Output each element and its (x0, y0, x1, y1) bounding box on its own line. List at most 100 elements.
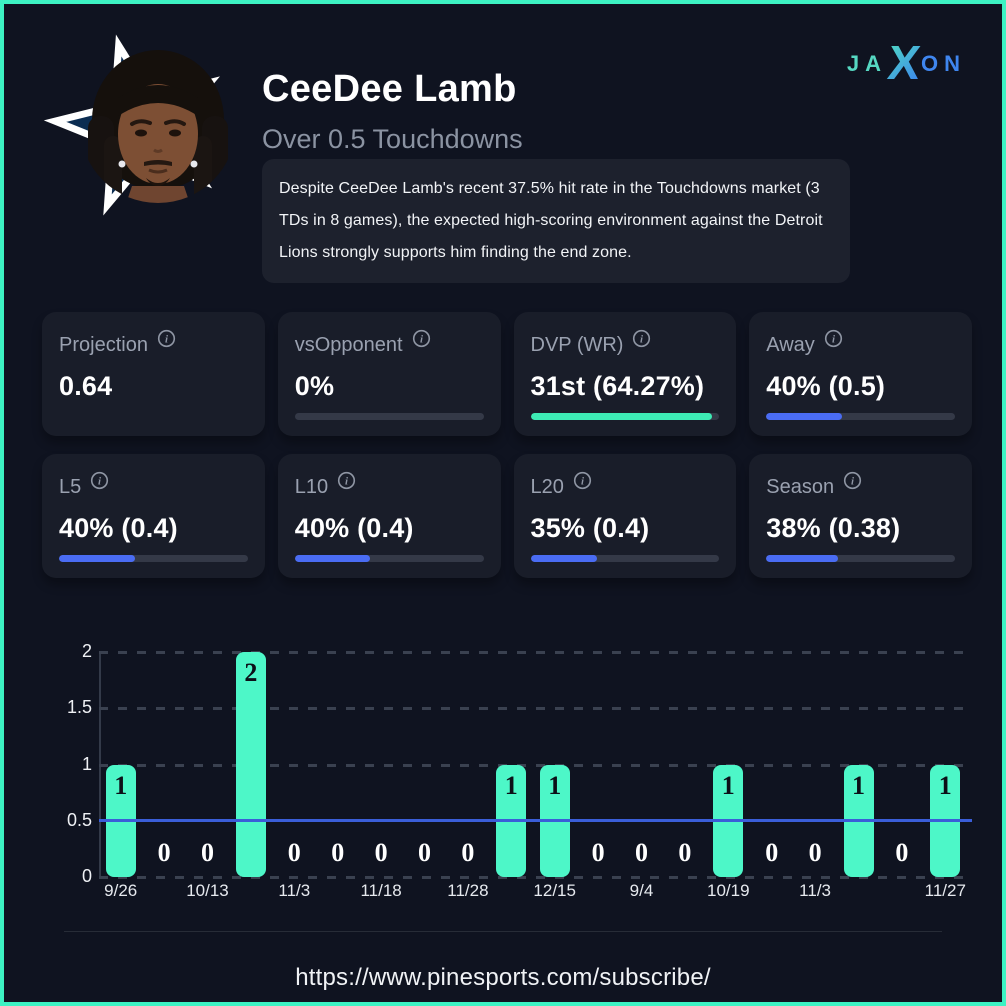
zero-value-label: 0 (331, 838, 345, 867)
svg-text:i: i (165, 333, 168, 345)
bar-value-label: 1 (114, 770, 128, 800)
stat-label-row: vsOpponent i (294, 329, 484, 357)
bar-value-label: 1 (548, 770, 562, 800)
info-icon[interactable]: i (632, 329, 651, 353)
stat-progress-track (294, 413, 484, 420)
y-tick-label: 0 (81, 866, 92, 886)
zero-value-label: 0 (635, 838, 648, 867)
stat-value: 0% (294, 371, 335, 401)
bar-value-label: 1 (504, 770, 518, 800)
stat-card-season: Season i 38% (0.38) (749, 454, 972, 578)
zero-value-label: 0 (374, 838, 388, 867)
stat-label: Projection (59, 334, 148, 356)
player-name: CeeDee Lamb (262, 68, 517, 110)
stat-progress-track (294, 555, 484, 562)
jaxon-logo: JA X ON (847, 37, 966, 90)
bar-value-label: 1 (938, 770, 952, 800)
svg-text:i: i (98, 475, 101, 487)
stat-progress-track (766, 555, 955, 562)
gridline-y-0 (99, 876, 972, 879)
analysis-text: Despite CeeDee Lamb's recent 37.5% hit r… (262, 159, 850, 283)
stat-label-row: L10 i (294, 471, 484, 499)
y-tick-label: 1 (81, 753, 92, 774)
stat-label: Season (766, 476, 835, 498)
prop-line: Over 0.5 Touchdowns (262, 124, 523, 154)
x-tick-label: 9/26 (104, 881, 138, 900)
zero-value-label: 0 (591, 838, 605, 867)
stat-card-l20: L20 i 35% (0.4) (513, 454, 737, 578)
gridline-y-2 (99, 651, 972, 654)
stats-grid: Projection i 0.64 vsOpponent i 0% DVP (WR) i 31s… (42, 312, 972, 578)
stat-card-l5: L5 i 40% (0.4) (42, 454, 265, 578)
x-tick-label: 11/3 (799, 881, 831, 900)
stat-value: 40% (0.5) (766, 371, 886, 401)
x-tick-label: 11/27 (924, 881, 966, 900)
x-tick-label: 10/13 (186, 881, 229, 900)
stat-value: 31st (64.27%) (530, 371, 705, 401)
zero-value-label: 0 (287, 838, 301, 867)
gridline-y-1.5 (99, 707, 972, 711)
chart-bar (235, 652, 266, 877)
bar-value-label: 1 (721, 770, 735, 800)
stat-label-row: L5 i (59, 471, 248, 499)
stat-label: DVP (WR) (530, 334, 624, 356)
subscribe-url[interactable]: https://www.pinesports.com/subscribe/ (295, 964, 711, 991)
info-icon[interactable]: i (412, 329, 431, 353)
stat-value: 40% (0.4) (59, 513, 178, 543)
svg-text:i: i (581, 475, 584, 487)
stat-card-dvp-wr: DVP (WR) i 31st (64.27%) (513, 312, 737, 436)
y-tick-label: 0.5 (66, 809, 92, 830)
bar-value-label: 1 (852, 770, 865, 800)
stat-progress-fill (530, 413, 712, 420)
stat-label-row: Away i (766, 329, 955, 357)
info-icon[interactable]: i (157, 329, 176, 353)
brand-part-on: ON (921, 51, 966, 76)
stat-label-row: L20 i (531, 471, 720, 499)
touchdowns-bar-chart: 0 0.5 1 1.5 2 1 9/26 0 0 10/13 2 0 11/3 0 0 11/18 0 0 11/2… (4, 4, 1002, 1002)
x-tick-label: 9/4 (629, 881, 654, 900)
stat-value: 0.64 (59, 371, 113, 401)
stat-value: 35% (0.4) (530, 513, 650, 543)
stat-progress-fill (766, 413, 842, 420)
stat-label: L10 (294, 476, 329, 498)
stat-card-away: Away i 40% (0.5) (749, 312, 972, 436)
stat-progress-track (530, 413, 720, 420)
stat-label-row: DVP (WR) i (530, 329, 720, 357)
stat-value: 38% (0.38) (766, 513, 901, 543)
info-icon[interactable]: i (337, 471, 356, 495)
stat-progress-fill (59, 555, 135, 562)
x-tick-label: 11/3 (278, 881, 311, 900)
x-tick-label: 11/28 (447, 881, 489, 900)
info-icon[interactable]: i (90, 471, 109, 495)
zero-value-label: 0 (808, 838, 822, 867)
zero-value-label: 0 (157, 838, 171, 867)
footer-divider (64, 931, 942, 932)
zero-value-label: 0 (895, 838, 909, 867)
stat-card-vsopponent: vsOpponent i 0% (277, 312, 501, 436)
zero-value-label: 0 (418, 838, 431, 867)
stat-progress-track (766, 413, 955, 420)
player-photo (88, 50, 228, 203)
svg-text:i: i (640, 333, 643, 345)
info-icon[interactable]: i (573, 471, 592, 495)
zero-value-label: 0 (678, 838, 692, 867)
svg-text:i: i (420, 333, 423, 345)
svg-text:i: i (832, 333, 835, 345)
stat-label: Away (766, 334, 815, 356)
stat-card-projection: Projection i 0.64 (42, 312, 265, 436)
stat-progress-fill (766, 555, 838, 562)
stat-label: vsOpponent (294, 334, 403, 356)
info-icon[interactable]: i (824, 329, 843, 353)
stat-progress-fill (294, 555, 371, 562)
svg-text:i: i (345, 475, 348, 487)
y-tick-label: 1.5 (66, 697, 92, 718)
zero-value-label: 0 (201, 838, 214, 867)
x-tick-label: 12/15 (533, 881, 576, 900)
zero-value-label: 0 (461, 838, 475, 867)
y-tick-label: 2 (81, 641, 92, 661)
svg-text:i: i (851, 475, 854, 487)
stat-label-row: Projection i (59, 329, 248, 357)
stat-progress-fill (530, 555, 597, 562)
info-icon[interactable]: i (843, 471, 862, 495)
